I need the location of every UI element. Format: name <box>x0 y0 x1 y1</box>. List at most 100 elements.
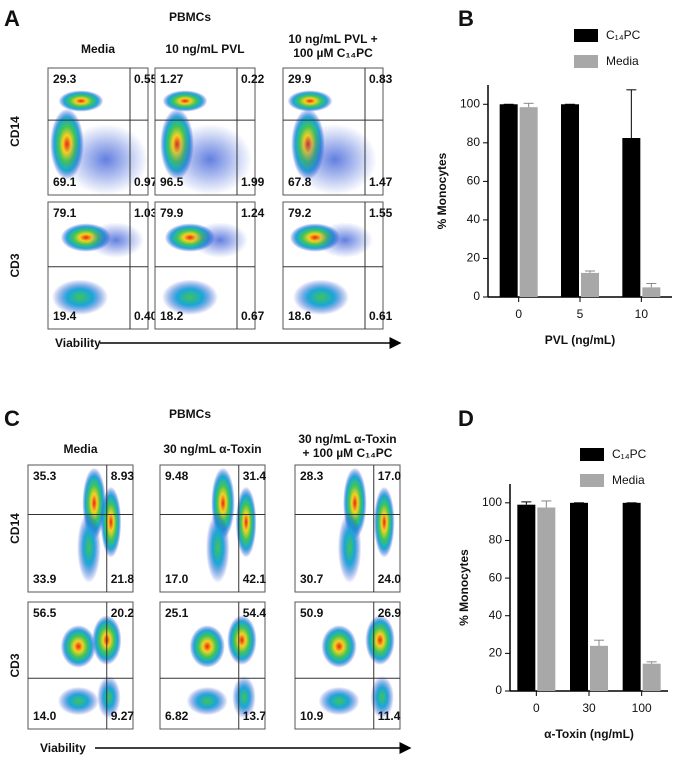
density-blob <box>232 675 256 719</box>
panel-label: D <box>458 406 474 431</box>
column-header: Media <box>81 42 115 56</box>
flow-plot: 50.9 26.9 10.9 11.4 <box>294 601 401 730</box>
quadrant-value: 8.93 <box>111 469 135 483</box>
quadrant-value: 0.55 <box>134 72 158 86</box>
y-tick-label: 100 <box>460 96 480 110</box>
density-blob <box>337 511 362 584</box>
quadrant-value: 0.83 <box>369 72 393 86</box>
column-header: 10 ng/mL PVL + <box>288 32 377 46</box>
column-header: 100 µM C₁₄PC <box>293 46 373 60</box>
x-tick-label: 100 <box>632 701 652 715</box>
quadrant-value: 31.4 <box>243 469 267 483</box>
quadrant-value: 0.61 <box>369 309 393 323</box>
quadrant-value: 25.1 <box>165 606 189 620</box>
quadrant-value: 21.8 <box>111 572 135 586</box>
bar <box>517 504 536 691</box>
bar <box>561 104 579 297</box>
flow-plot: 28.3 17.0 30.7 24.0 <box>294 464 402 593</box>
quadrant-value: 24.0 <box>378 572 402 586</box>
column-header: 30 ng/mL α-Toxin <box>298 432 396 446</box>
flow-plot: 1.27 0.22 96.5 1.99 <box>154 67 265 196</box>
quadrant-value: 0.97 <box>134 175 158 189</box>
quadrant-value: 1.03 <box>134 206 158 220</box>
density-blob <box>58 90 104 112</box>
quadrant-value: 11.4 <box>378 709 401 723</box>
legend-label: Media <box>612 473 645 487</box>
row-label: CD14 <box>8 116 22 147</box>
bar <box>537 507 556 691</box>
legend-swatch <box>574 29 598 42</box>
panel-title: PBMCs <box>169 10 211 24</box>
legend-label: C₁₄PC <box>612 447 647 461</box>
quadrant-value: 17.0 <box>165 572 189 586</box>
x-tick-label: 5 <box>577 307 584 321</box>
density-blob <box>97 675 121 719</box>
bar <box>499 104 518 297</box>
flow-plot: 35.3 8.93 33.9 21.8 <box>27 464 135 593</box>
quadrant-value: 79.9 <box>160 206 184 220</box>
density-blob <box>64 123 148 195</box>
bar <box>622 138 641 297</box>
y-axis-label: % Monocytes <box>435 152 449 229</box>
bar <box>519 107 538 297</box>
flow-plot: 79.1 1.03 19.4 0.40 <box>47 201 158 330</box>
quadrant-value: 17.0 <box>378 469 402 483</box>
quadrant-value: 35.3 <box>33 469 57 483</box>
flow-plot: 29.9 0.83 67.8 1.47 <box>282 67 393 196</box>
quadrant-value: 0.67 <box>241 309 265 323</box>
y-tick-label: 100 <box>482 495 502 509</box>
legend-swatch <box>574 55 598 68</box>
row-label: CD14 <box>8 513 22 544</box>
density-blob <box>52 279 108 316</box>
density-blob <box>77 511 101 584</box>
quadrant-value: 69.1 <box>53 175 77 189</box>
density-blob <box>293 123 377 195</box>
density-blob <box>373 486 395 558</box>
quadrant-value: 0.40 <box>134 309 158 323</box>
quadrant-value: 0.22 <box>241 72 265 86</box>
quadrant-value: 10.9 <box>300 709 324 723</box>
bar <box>622 502 641 691</box>
panel-label: B <box>458 6 474 31</box>
column-header: 30 ng/mL α-Toxin <box>163 442 261 456</box>
quadrant-value: 50.9 <box>300 606 324 620</box>
bar <box>570 502 588 691</box>
quadrant-value: 9.48 <box>165 469 189 483</box>
density-blob <box>321 625 357 668</box>
quadrant-value: 13.7 <box>243 709 267 723</box>
density-blob <box>205 511 230 584</box>
quadrant-value: 1.47 <box>369 175 393 189</box>
bar <box>642 287 661 297</box>
y-tick-label: 0 <box>473 289 480 303</box>
flow-plot: 79.2 1.55 18.6 0.61 <box>282 201 393 330</box>
quadrant-value: 1.24 <box>241 206 265 220</box>
quadrant-value: 29.9 <box>288 72 312 86</box>
density-blob <box>365 615 395 665</box>
density-blob <box>168 123 252 195</box>
density-blob <box>317 222 373 258</box>
flow-plot: 9.48 31.4 17.0 42.1 <box>159 464 267 593</box>
y-tick-label: 20 <box>489 646 503 660</box>
quadrant-value: 79.1 <box>53 206 77 220</box>
density-blob <box>100 486 122 558</box>
quadrant-value: 6.82 <box>165 709 189 723</box>
row-label: CD3 <box>8 253 22 277</box>
x-tick-label: 0 <box>515 307 522 321</box>
y-tick-label: 20 <box>467 251 481 265</box>
density-blob <box>235 486 257 558</box>
column-header: 10 ng/mL PVL <box>165 42 244 56</box>
density-blob <box>370 675 394 719</box>
density-blob <box>189 625 225 668</box>
x-axis-label: Viability <box>55 336 101 350</box>
quadrant-value: 96.5 <box>160 175 184 189</box>
quadrant-value: 29.3 <box>53 72 77 86</box>
quadrant-value: 33.9 <box>33 572 57 586</box>
density-blob <box>186 686 228 716</box>
bar <box>642 663 661 691</box>
legend-label: C₁₄PC <box>606 28 641 42</box>
quadrant-value: 18.2 <box>160 309 184 323</box>
legend-swatch <box>580 448 604 461</box>
density-blob <box>287 90 333 112</box>
density-blob <box>162 90 208 112</box>
